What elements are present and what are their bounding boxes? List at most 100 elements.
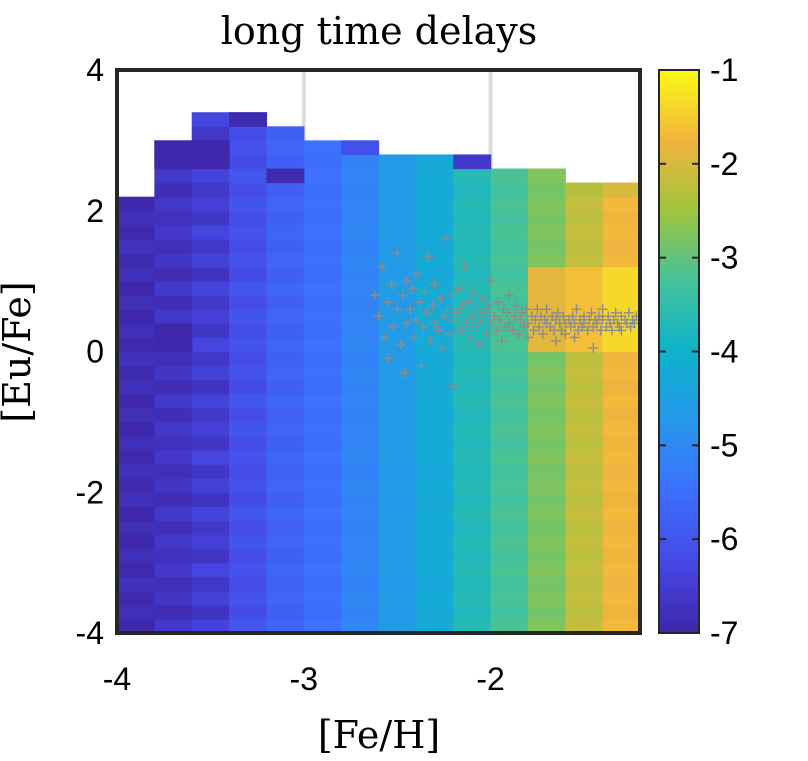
heatmap-cell: [415, 196, 454, 212]
heatmap-cell: [602, 238, 641, 254]
heatmap-cell: [527, 365, 566, 381]
heatmap-cell: [453, 618, 492, 634]
scatter-point: [379, 332, 390, 343]
heatmap-cell: [565, 450, 604, 465]
heatmap-cell: [415, 379, 454, 395]
heatmap-cell: [565, 267, 604, 353]
heatmap-cell: [154, 267, 193, 282]
heatmap-cell: [229, 520, 268, 536]
heatmap-cell: [453, 393, 492, 409]
heatmap-cell: [191, 281, 230, 296]
heatmap-cell: [154, 492, 193, 507]
scatter-point: [470, 321, 481, 332]
scatter-point: [444, 328, 455, 339]
heatmap-cell: [453, 450, 492, 465]
scatter-point: [369, 290, 380, 301]
heatmap-cell: [266, 140, 305, 156]
heatmap-cell: [154, 548, 193, 564]
scatter-point: [521, 304, 532, 315]
y-tick-label: -4: [76, 615, 104, 651]
heatmap-cell: [565, 252, 604, 268]
plot-frame: [115, 68, 642, 635]
heatmap-cell: [378, 421, 417, 437]
heatmap-cell: [602, 224, 641, 240]
heatmap-cell: [453, 492, 492, 507]
y-tick-label: -2: [76, 474, 104, 510]
heatmap-cell: [527, 210, 566, 226]
heatmap-cell: [266, 267, 305, 282]
heatmap-cell: [602, 604, 641, 620]
heatmap-cell: [341, 478, 380, 493]
heatmap-cell: [527, 604, 566, 620]
scatter-point: [410, 314, 421, 325]
heatmap-cell: [602, 506, 641, 521]
heatmap-cell: [229, 421, 268, 437]
heatmap-cell: [303, 435, 342, 451]
heatmap-cell: [266, 196, 305, 212]
heatmap-cell: [415, 421, 454, 437]
scatter-point: [560, 328, 571, 339]
heatmap-cell: [154, 407, 193, 423]
scatter-point: [595, 325, 606, 336]
heatmap-cell: [490, 435, 529, 451]
scatter-point: [522, 332, 533, 343]
heatmap-cell: [453, 407, 492, 423]
heatmap-cell: [117, 365, 155, 381]
scatter-point: [453, 283, 464, 294]
heatmap-cell: [378, 450, 417, 465]
heatmap-cell: [415, 168, 454, 184]
heatmap-cell: [565, 520, 604, 536]
heatmap-cell: [117, 281, 155, 296]
heatmap-cell: [415, 548, 454, 564]
heatmap-cell: [415, 464, 454, 479]
heatmap-cell: [490, 478, 529, 493]
heatmap-cell: [117, 534, 155, 550]
colorbar-tick-label: -6: [710, 521, 738, 557]
heatmap-cell: [490, 421, 529, 437]
heatmap-cell: [602, 492, 641, 507]
heatmap-cell: [229, 182, 268, 198]
heatmap-cell: [341, 337, 380, 353]
heatmap-cell: [490, 168, 529, 184]
heatmap-cell: [154, 534, 193, 550]
heatmap-cell: [229, 562, 268, 578]
heatmap-cell: [303, 534, 342, 550]
scatter-point: [606, 325, 617, 336]
scatter-point: [522, 318, 533, 329]
heatmap-cell: [117, 351, 155, 367]
heatmap-cell: [191, 365, 230, 381]
heatmap-cell: [266, 548, 305, 564]
heatmap-cell: [527, 520, 566, 536]
scatter-point: [463, 297, 474, 308]
heatmap-cell: [378, 154, 417, 170]
heatmap-cell: [117, 267, 155, 282]
heatmap-cell: [415, 506, 454, 521]
heatmap-cell: [490, 252, 529, 268]
scatter-point: [530, 314, 541, 325]
heatmap-cell: [229, 492, 268, 507]
heatmap-cell: [415, 618, 454, 634]
heatmap-cell: [154, 450, 193, 465]
heatmap-cell: [453, 379, 492, 395]
heatmap-cell: [602, 534, 641, 550]
scatter-point: [485, 276, 496, 287]
heatmap-cell: [229, 337, 268, 353]
heatmap-cell: [453, 337, 492, 353]
heatmap-cell: [602, 351, 641, 367]
heatmap-cell: [341, 590, 380, 606]
heatmap-cell: [378, 379, 417, 395]
heatmap-cell: [378, 238, 417, 254]
heatmap-cell: [453, 548, 492, 564]
heatmap-cell: [154, 464, 193, 479]
heatmap-cell: [229, 210, 268, 226]
heatmap-cell: [341, 281, 380, 296]
scatter-point: [461, 318, 472, 329]
heatmap-cell: [229, 435, 268, 451]
heatmap-cell: [154, 351, 193, 367]
heatmap-cell: [266, 421, 305, 437]
heatmap-cell: [229, 604, 268, 620]
heatmap-cell: [154, 168, 193, 184]
heatmap-cell: [565, 464, 604, 479]
scatter-point: [534, 321, 545, 332]
scatter-point: [420, 286, 431, 297]
